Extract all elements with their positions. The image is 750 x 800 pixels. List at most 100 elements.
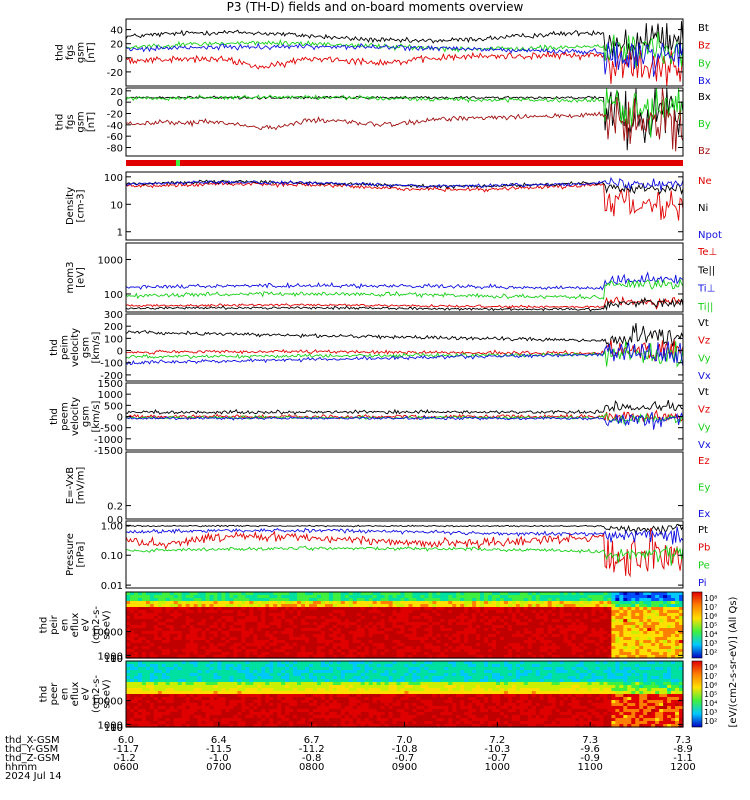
spectrogram-cell [289,634,294,638]
spectrogram-cell [547,616,553,620]
spectrogram-cell [241,598,246,602]
spectrogram-cell [161,709,167,713]
spectrogram-cell [221,715,227,719]
spectrogram-cell [659,607,664,611]
spectrogram-cell [253,616,258,620]
spectrogram-cell [384,679,390,683]
spectrogram-cell [161,679,167,683]
spectrogram-cell [145,622,151,626]
spectrogram-cell [468,643,473,647]
spectrogram-cell [141,700,147,704]
spectrogram-cell [249,694,254,698]
spectrogram-cell [126,703,131,707]
spectrogram-cell [515,631,521,635]
spectrogram-cell [635,622,640,626]
spectrogram-cell [424,676,429,680]
spectrogram-cell [309,655,314,659]
spectrogram-cell [165,649,171,653]
spectrogram-cell [356,673,362,677]
spectrogram-cell [205,679,211,683]
spectrogram-cell [472,655,477,659]
spectrogram-cell [177,724,183,728]
spectrogram-cell [647,601,652,605]
spectrogram-cell [205,703,211,707]
spectrogram-cell [209,661,215,665]
spectrogram-cell [209,622,215,626]
spectrogram-cell [173,703,179,707]
spectrogram-cell [372,667,378,671]
spectrogram-cell [416,598,422,602]
spectrogram-cell [297,619,302,623]
spectrogram-cell [460,610,465,614]
spectrogram-cell [428,724,433,728]
spectrogram-cell [261,685,266,689]
spectrogram-cell [336,637,342,641]
spectrogram-cell [400,703,406,707]
spectrogram-cell [328,595,334,599]
spectrogram-cell [129,604,135,608]
spectrogram-cell [547,622,553,626]
spectrogram-cell [137,613,143,617]
spectrogram-cell [519,643,525,647]
spectrogram-cell [663,652,668,656]
spectrogram-cell [241,718,246,722]
spectrogram-cell [129,607,135,611]
spectrogram-cell [428,664,433,668]
spectrogram-cell [193,616,199,620]
spectrogram-cell [380,676,386,680]
spectrogram-cell [523,649,529,653]
spectrogram-cell [464,619,469,623]
spectrogram-cell [344,649,350,653]
spectrogram-cell [356,646,362,650]
spectrogram-cell [141,712,147,716]
y-axis-label: en [60,619,71,632]
spectrogram-cell [515,604,521,608]
spectrogram-cell [305,646,310,650]
y-axis-label: Pressure [65,533,76,576]
spectrogram-cell [420,634,425,638]
spectrogram-cell [253,673,258,677]
spectrogram-cell [412,712,418,716]
spectrogram-cell [285,676,290,680]
spectrogram-cell [257,634,262,638]
spectrogram-cell [316,607,322,611]
spectrogram-cell [285,613,290,617]
spectrogram-cell [420,673,425,677]
spectrogram-cell [316,703,322,707]
spectrogram-cell [432,667,437,671]
spectrogram-cell [472,607,477,611]
spectrogram-cell [249,616,254,620]
spectrogram-cell [165,718,171,722]
spectrogram-cell [181,664,187,668]
spectrogram-cell [380,601,386,605]
spectrogram-cell [213,613,219,617]
spectrogram-cell [392,673,398,677]
spectrogram-cell [631,646,636,650]
spectrogram-cell [201,643,207,647]
spectrogram-cell [225,673,231,677]
spectrogram-cell [301,643,306,647]
spectrogram-cell [126,613,131,617]
spectrogram-cell [448,655,453,659]
spectrogram-cell [328,664,334,668]
spectrogram-cell [297,652,302,656]
spectrogram-cell [404,640,410,644]
spectrogram-cell [241,703,246,707]
spectrogram-cell [679,613,684,617]
spectrogram-cell [380,670,386,674]
spectrogram-cell [265,640,270,644]
y-axis-label: E=-VxB [65,467,76,504]
spectrogram-cell [384,688,390,692]
spectrogram-cell [388,667,394,671]
spectrogram-cell [488,631,493,635]
spectrogram-cell [281,607,286,611]
spectrogram-cell [205,634,211,638]
spectrogram-cell [420,595,425,599]
spectrogram-cell [201,601,207,605]
spectrogram-cell [309,706,314,710]
spectrogram-cell [368,637,374,641]
spectrogram-cell [356,667,362,671]
spectrogram-cell [603,622,609,626]
spectrogram-cell [615,622,620,626]
spectrogram-cell [623,649,628,653]
